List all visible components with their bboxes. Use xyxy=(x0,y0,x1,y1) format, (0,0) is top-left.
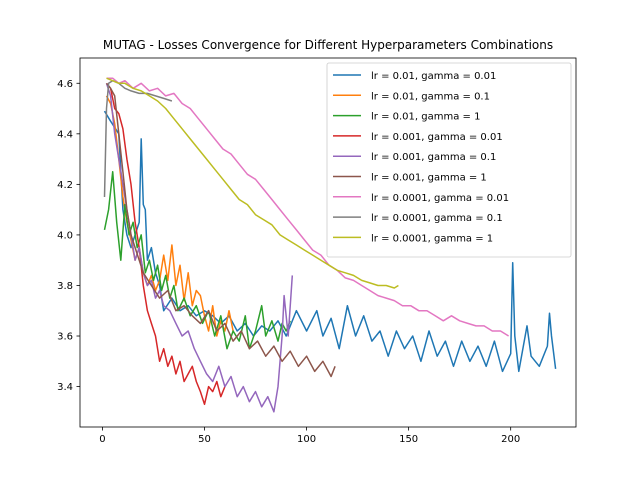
legend-label-1: lr = 0.01, gamma = 0.01 xyxy=(371,71,496,82)
legend-label-8: lr = 0.0001, gamma = 0.1 xyxy=(371,213,503,224)
series-line-1 xyxy=(103,110,557,373)
legend-box xyxy=(326,62,572,258)
legend-label-2: lr = 0.01, gamma = 0.1 xyxy=(371,91,490,102)
legend: lr = 0.01, gamma = 0.01 lr = 0.01, gamma … xyxy=(326,62,572,258)
axes-frame xyxy=(79,57,577,428)
x-tick-label: 50 xyxy=(198,434,211,445)
legend-label-6: lr = 0.001, gamma = 1 xyxy=(371,173,487,184)
y-tick-label: 4.0 xyxy=(57,230,73,241)
legend-label-7: lr = 0.0001, gamma = 0.01 xyxy=(371,193,509,204)
y-tick-label: 4.2 xyxy=(57,180,73,191)
legend-label-5: lr = 0.001, gamma = 0.1 xyxy=(371,152,496,163)
chart-title: MUTAG - Losses Convergence for Different… xyxy=(103,38,553,52)
axes-layer: 0 50 100 150 200 3.4 3.6 3.8 4.0 4.2 4.4 4.6 xyxy=(57,57,577,445)
x-tick-label: 0 xyxy=(99,434,105,445)
legend-label-4: lr = 0.001, gamma = 0.01 xyxy=(371,132,503,143)
legend-label-3: lr = 0.01, gamma = 1 xyxy=(371,112,480,123)
series-line-8 xyxy=(103,79,173,198)
series-layer xyxy=(103,77,557,413)
x-tick-label: 100 xyxy=(297,434,316,445)
y-tick-label: 4.6 xyxy=(57,79,73,90)
legend-label-9: lr = 0.0001, gamma = 1 xyxy=(371,233,493,244)
y-tick-label: 3.6 xyxy=(57,332,73,343)
series-line-9 xyxy=(106,77,399,289)
series-line-7 xyxy=(106,77,509,337)
series-line-6 xyxy=(105,82,336,378)
x-tick-label: 200 xyxy=(501,434,520,445)
y-tick-label: 4.4 xyxy=(57,129,73,140)
x-tick-label: 150 xyxy=(399,434,418,445)
series-line-4 xyxy=(105,82,226,406)
y-tick-label: 3.4 xyxy=(57,382,73,393)
y-tick-label: 3.8 xyxy=(57,281,73,292)
